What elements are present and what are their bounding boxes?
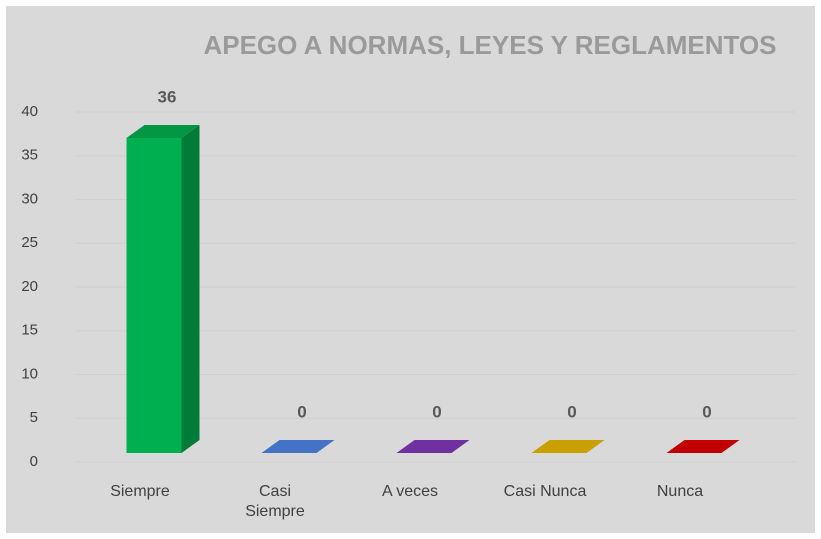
data-label: 0: [297, 402, 306, 421]
bar: [261, 440, 335, 453]
bar: [396, 440, 470, 453]
y-tick-label: 10: [21, 365, 38, 382]
y-tick-label: 5: [30, 409, 38, 426]
bar-top: [666, 440, 740, 453]
y-tick-label: 15: [21, 322, 38, 339]
bar: [666, 440, 740, 453]
chart-title: APEGO A NORMAS, LEYES Y REGLAMENTOS: [203, 30, 776, 60]
bar-top: [531, 440, 605, 453]
x-tick-label: A veces: [381, 483, 439, 500]
data-label: 36: [158, 87, 177, 106]
y-tick-label: 25: [21, 234, 38, 251]
x-tick-label: Casi Nunca: [503, 483, 587, 500]
y-tick-label: 40: [21, 103, 38, 120]
bar-top: [396, 440, 470, 453]
bar: [531, 440, 605, 453]
data-label: 0: [432, 402, 441, 421]
bar-top: [126, 125, 200, 138]
bar: [126, 125, 200, 453]
data-label: 0: [567, 402, 576, 421]
bar-front: [126, 138, 182, 453]
y-tick-label: 30: [21, 190, 38, 207]
bar-side: [181, 125, 200, 453]
y-tick-label: 0: [30, 453, 38, 470]
x-tick-label: Nunca: [656, 483, 704, 500]
data-label: 0: [702, 402, 711, 421]
bar-top: [261, 440, 335, 453]
y-tick-label: 20: [21, 278, 38, 295]
x-tick-label: Casi Siempre: [245, 483, 305, 520]
y-tick-label: 35: [21, 147, 38, 164]
x-tick-label: Siempre: [110, 483, 170, 500]
